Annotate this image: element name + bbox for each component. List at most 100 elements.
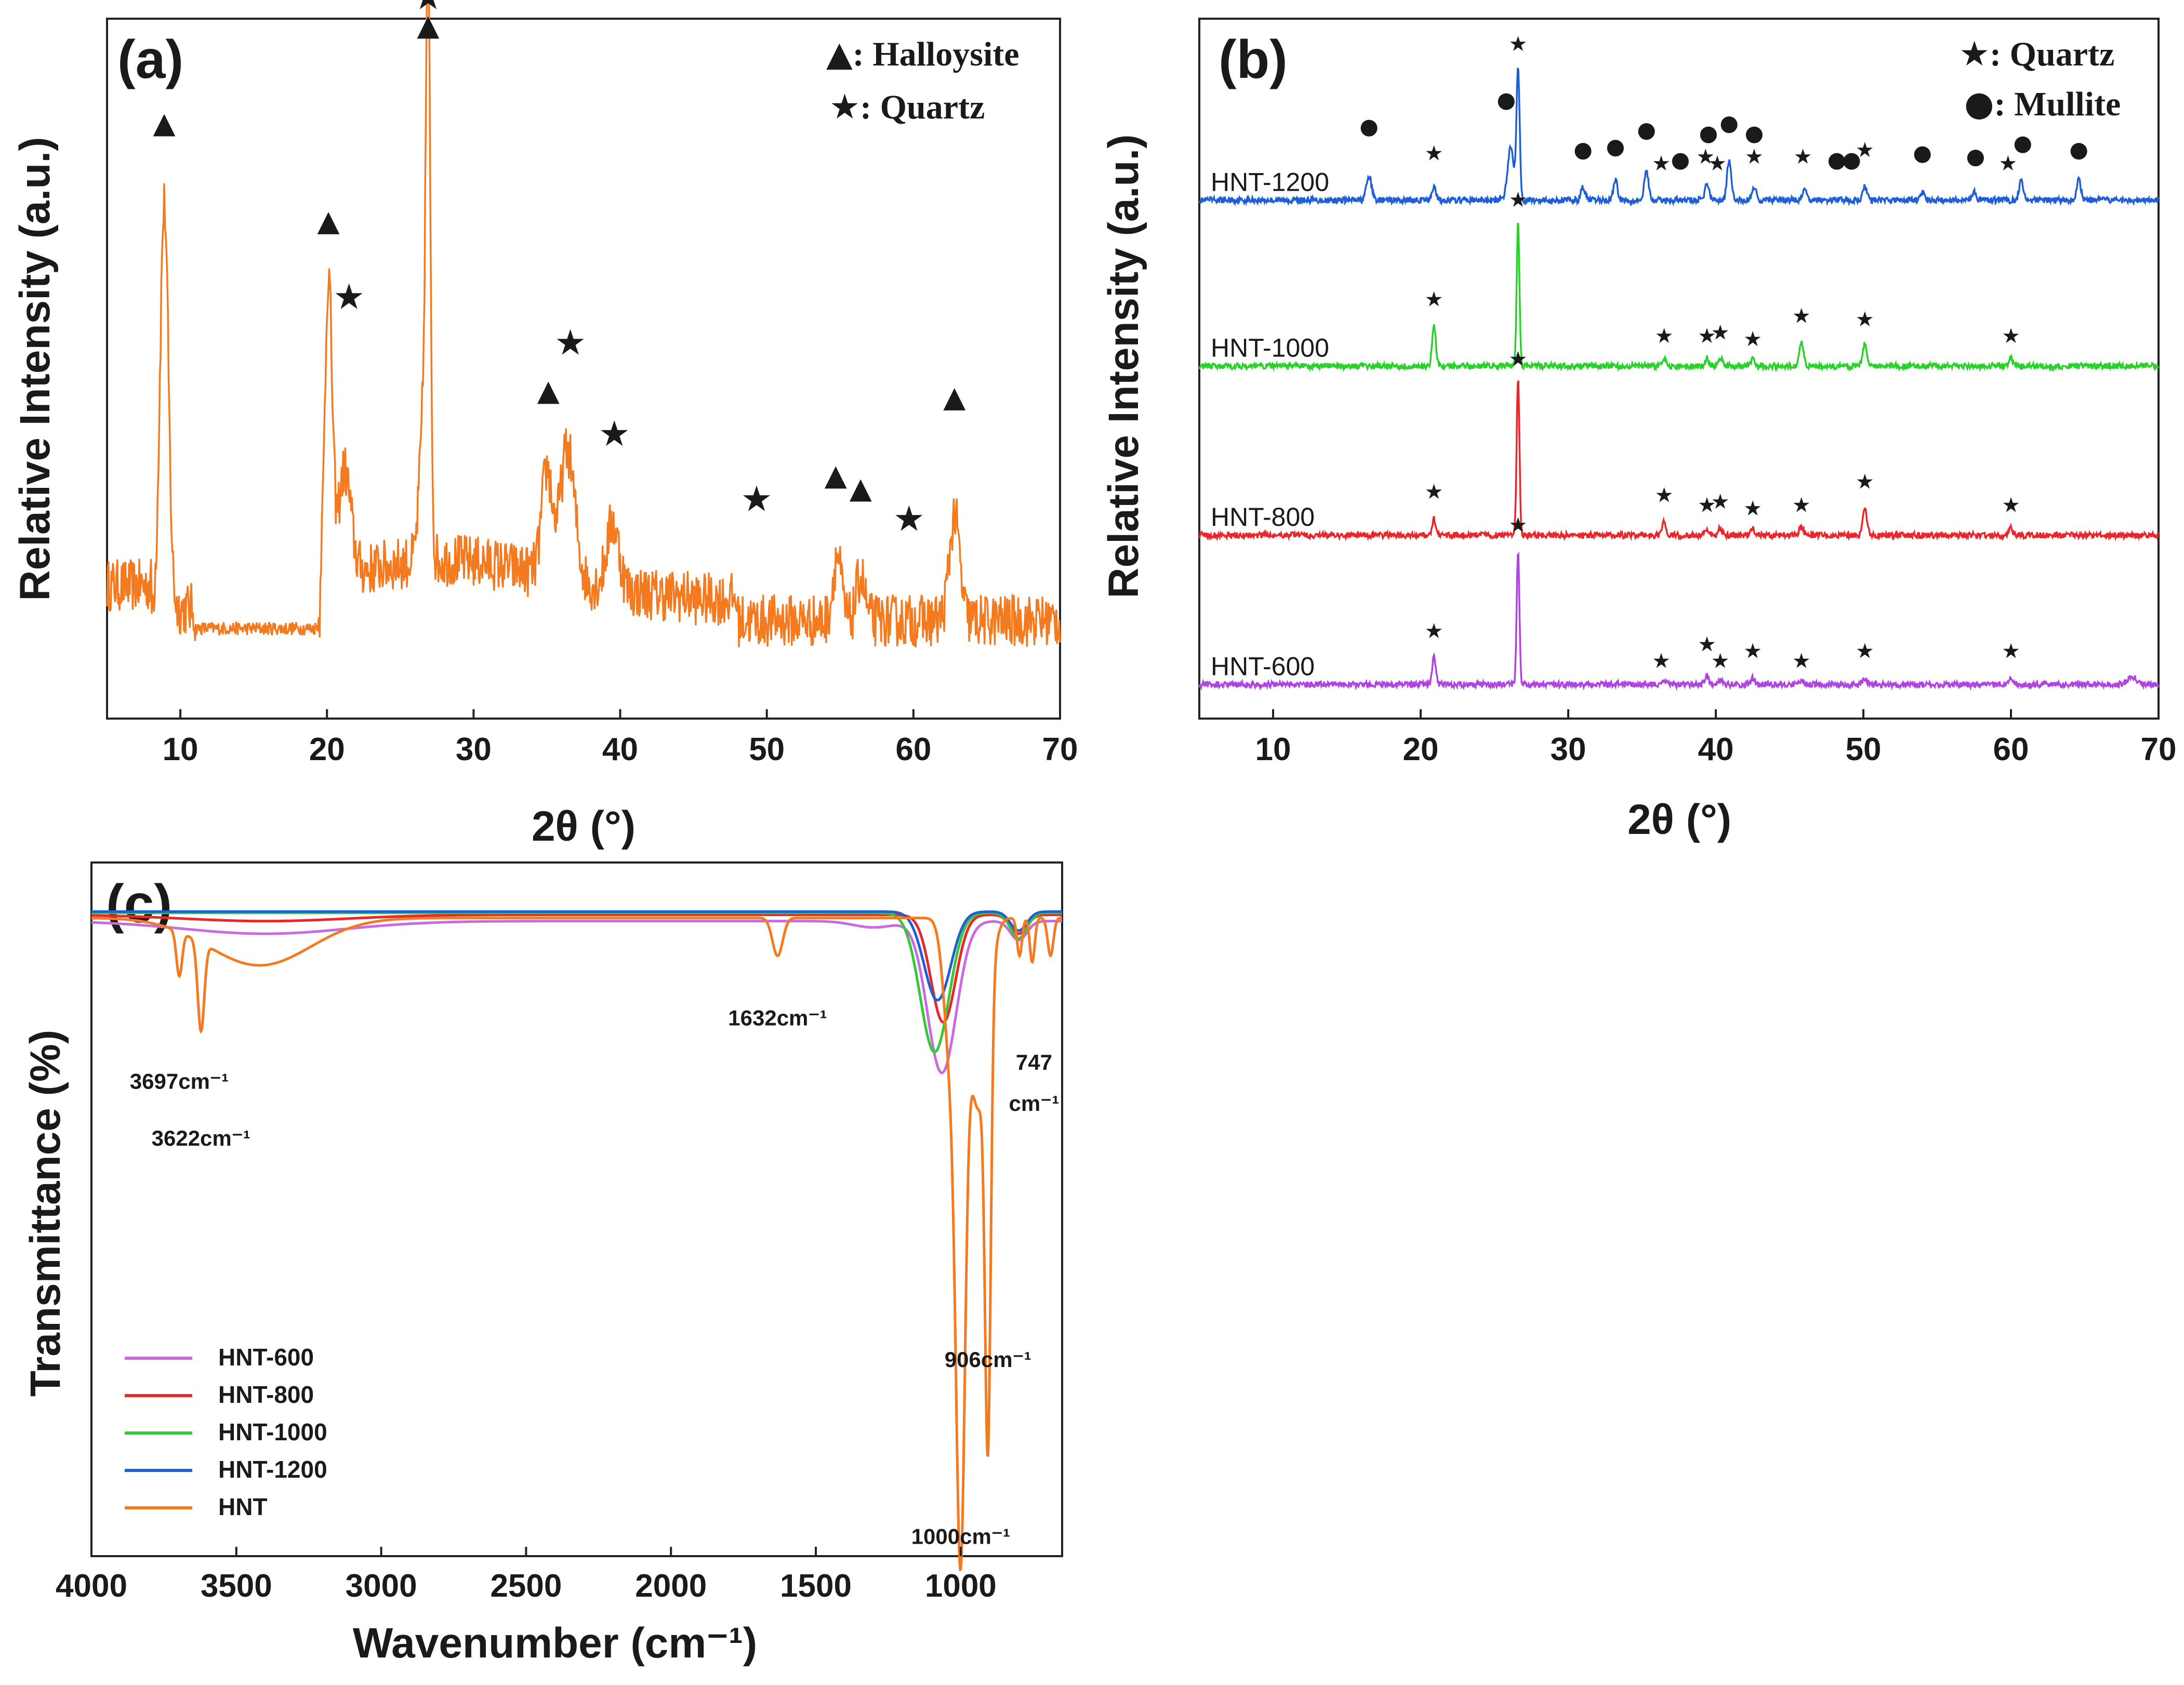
series-line-HNT: [106, 0, 1061, 648]
panel-a-legend: ▲: Halloysite ★: Quartz: [826, 34, 1020, 127]
legend-label-HNT-1000: HNT-1000: [218, 1418, 327, 1445]
series-label-HNT-800: HNT-800: [1211, 502, 1315, 532]
peak-annotation: 3622cm⁻¹: [152, 1126, 250, 1150]
legend-label-HNT-800: HNT-800: [218, 1381, 314, 1408]
quartz-star-marker: ★: [1425, 288, 1444, 312]
tick-b-tick-label: 10: [1255, 732, 1291, 767]
quartz-star-marker: ★: [740, 479, 772, 520]
tick-c-tick-label: 2500: [490, 1568, 562, 1604]
quartz-star-marker: ★: [1698, 633, 1716, 657]
tick-a-tick-label: 70: [1042, 732, 1078, 767]
panel-b-legend: ★: Quartz ●: Mullite: [1959, 34, 2121, 124]
tick-c-tick-label: 1500: [780, 1568, 852, 1604]
tick-b-tick-label: 20: [1403, 732, 1439, 767]
panel-a-label: (a): [117, 30, 183, 90]
mullite-circle-marker: ●: [2013, 130, 2032, 155]
triangle-marker-icon: ▲: [826, 34, 853, 74]
panel-b-series: HNT-1200●★●★● ●●★ ● ★●★● ●★ ★ ●●★ ● ● ★● ●HNT-1000…: [1198, 32, 2160, 691]
quartz-star-marker: ★: [1743, 639, 1762, 663]
tick-b-tick-label: 40: [1698, 732, 1734, 767]
quartz-star-marker: ★: [1696, 145, 1715, 169]
tick-c-tick-label: 3500: [201, 1568, 272, 1604]
tick-c-tick-label: 3000: [346, 1568, 417, 1604]
tick-a-tick-label: 50: [749, 732, 785, 767]
series-line-HNT-1000: [1198, 222, 2160, 373]
circle-marker-icon: ●: [1964, 84, 1994, 124]
panel-a-markers: ▲▲★▲★▲★★★▲▲★▲: [153, 0, 966, 539]
mullite-circle-marker: ●: [1637, 117, 1656, 142]
tick-b-tick-label: 30: [1551, 732, 1586, 767]
series-label-HNT-1000: HNT-1000: [1211, 334, 1329, 363]
series-line-HNT-800: [91, 913, 1062, 1024]
tick-a-tick-label: 60: [895, 732, 931, 767]
quartz-star-marker: ★: [1655, 324, 1674, 348]
panel-b-y-axis-label: Relative Intensity (a.u.): [1100, 134, 1147, 598]
legend-label-HNT-1200: HNT-1200: [218, 1456, 327, 1483]
peak-annotation: 906cm⁻¹: [945, 1347, 1031, 1372]
quartz-star-marker: ★: [1743, 497, 1762, 521]
quartz-star-marker: ★: [1743, 327, 1762, 351]
star-marker-icon: ★: [1959, 34, 1990, 74]
mullite-circle-marker: ●: [1842, 147, 1861, 172]
tick-b-tick-label: 50: [1846, 732, 1882, 767]
quartz-star-marker: ★: [1698, 324, 1716, 348]
mullite-circle-marker: ●: [1573, 137, 1593, 162]
quartz-star-marker: ★: [1509, 188, 1528, 212]
quartz-star-marker: ★: [1509, 32, 1528, 56]
mullite-circle-marker: ●: [1745, 120, 1764, 145]
peak-annotation: cm⁻¹: [1009, 1091, 1059, 1116]
quartz-star-marker: ★: [412, 0, 444, 18]
mullite-circle-marker: ●: [1699, 120, 1718, 145]
halloysite-triangle-marker: ▲: [317, 204, 340, 238]
quartz-star-marker: ★: [2002, 324, 2020, 348]
quartz-star-marker: ★: [1698, 493, 1716, 517]
tick-c-tick-label: 4000: [56, 1568, 127, 1604]
mullite-circle-marker: ●: [1719, 110, 1739, 136]
tick-b-tick-label: 70: [2141, 732, 2177, 767]
mullite-circle-marker: ●: [2069, 137, 2088, 162]
quartz-star-marker: ★: [1425, 480, 1444, 504]
series-line-HNT-1200: [1198, 68, 2160, 207]
halloysite-triangle-marker: ▲: [850, 472, 872, 506]
halloysite-triangle-marker: ▲: [417, 8, 439, 42]
series-line-HNT-800: [1198, 380, 2160, 542]
quartz-star-marker: ★: [1856, 308, 1874, 331]
panel-c-x-ticks: 4000 3500 3000 2500 2000 1500 1000: [56, 1547, 997, 1604]
quartz-star-marker: ★: [1792, 304, 1811, 328]
series-line-HNT-600: [1198, 551, 2160, 691]
quartz-star-marker: ★: [1792, 493, 1811, 517]
quartz-star-marker: ★: [1425, 619, 1444, 643]
quartz-star-marker: ★: [1652, 152, 1671, 176]
panel-a-legend-halloysite: ▲: Halloysite: [826, 34, 1020, 74]
mullite-circle-marker: ●: [1828, 147, 1847, 172]
quartz-star-marker: ★: [1711, 321, 1730, 344]
tick-c-tick-label: 2000: [635, 1568, 707, 1604]
mullite-circle-marker: ●: [1966, 143, 1986, 169]
halloysite-triangle-marker: ▲: [537, 374, 560, 407]
quartz-star-marker: ★: [1856, 639, 1874, 663]
quartz-star-marker: ★: [1998, 152, 2017, 176]
quartz-star-marker: ★: [1856, 138, 1874, 162]
quartz-star-marker: ★: [1708, 152, 1727, 176]
quartz-star-marker: ★: [2002, 493, 2020, 517]
quartz-star-marker: ★: [1509, 348, 1528, 372]
panel-a-legend-quartz: ★: Quartz: [829, 87, 985, 127]
panel-a-x-axis-label: 2θ (°): [532, 803, 636, 850]
peak-annotation: 1632cm⁻¹: [728, 1006, 827, 1030]
mullite-circle-marker: ●: [1671, 147, 1690, 172]
tick-b-tick-label: 60: [1993, 732, 2029, 767]
tick-c-tick-label: 1000: [925, 1568, 997, 1604]
mullite-circle-marker: ●: [1359, 114, 1379, 139]
panel-a-y-axis-label: Relative Intensity (a.u.): [11, 137, 59, 601]
panel-b-x-axis-label: 2θ (°): [1627, 796, 1731, 843]
tick-a-tick-label: 30: [456, 732, 492, 767]
tick-a-tick-label: 10: [163, 732, 198, 767]
quartz-star-marker: ★: [1425, 142, 1444, 166]
panel-c-frame: [90, 861, 1063, 1557]
peak-annotation: 3697cm⁻¹: [130, 1069, 229, 1093]
panel-b-legend-mullite: ●: Mullite: [1964, 84, 2121, 124]
panel-b-legend-quartz: ★: Quartz: [1959, 34, 2114, 74]
tick-a-tick-label: 20: [309, 732, 345, 767]
quartz-star-marker: ★: [554, 322, 586, 363]
